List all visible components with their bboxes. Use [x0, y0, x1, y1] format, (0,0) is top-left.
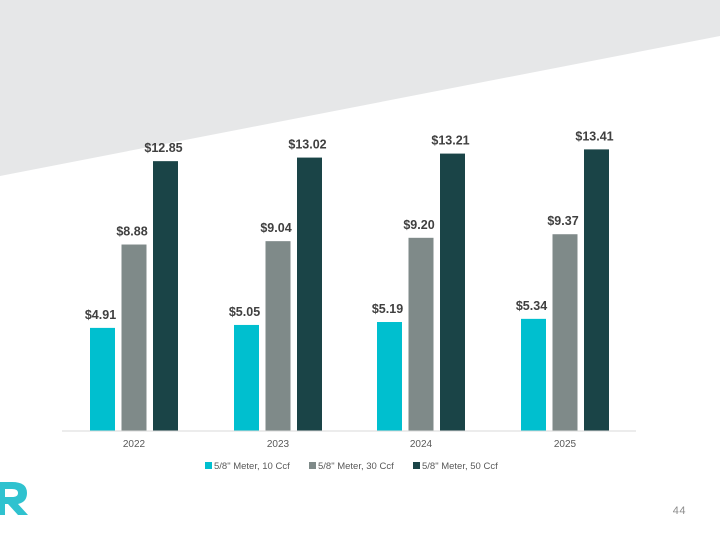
legend-swatch-series-3 — [413, 462, 420, 469]
chart-legend: 5/8" Meter, 10 Ccf 5/8" Meter, 30 Ccf 5/8"… — [205, 461, 498, 472]
company-logo-icon — [0, 482, 28, 515]
page-number: 44 — [672, 505, 686, 517]
logo-r-shape — [0, 482, 28, 515]
data-label-2025-series-1: $5.34 — [516, 299, 547, 313]
banner-shape — [0, 0, 720, 176]
data-label-2022-series-2: $8.88 — [116, 225, 147, 239]
data-label-2023-series-1: $5.05 — [229, 305, 260, 319]
legend-label-series-3: 5/8" Meter, 50 Ccf — [422, 461, 498, 472]
data-label-2022-series-3: $12.85 — [144, 141, 182, 155]
bar-2025-series-1 — [521, 318, 546, 431]
legend-label-series-1: 5/8" Meter, 10 Ccf — [214, 461, 290, 472]
data-label-2024-series-2: $9.20 — [403, 218, 434, 232]
bar-2022-series-1 — [90, 327, 115, 431]
bar-2025-series-3 — [584, 149, 609, 431]
bar-2024-series-3 — [440, 153, 465, 431]
legend-label-series-2: 5/8" Meter, 30 Ccf — [318, 461, 394, 472]
bars-group — [90, 149, 609, 431]
x-tick-label-2024: 2024 — [410, 439, 433, 450]
bar-2023-series-3 — [297, 157, 322, 431]
data-labels-group: $4.91 $8.88 $12.85 $5.05 $9.04 $13.02 $5.19 $9.… — [85, 129, 614, 322]
x-tick-label-2023: 2023 — [267, 439, 290, 450]
data-label-2023-series-3: $13.02 — [288, 138, 326, 152]
header-banner — [0, 0, 720, 176]
data-label-2024-series-1: $5.19 — [372, 302, 403, 316]
bar-2022-series-3 — [153, 161, 178, 431]
bar-2023-series-1 — [234, 324, 259, 431]
bar-2024-series-2 — [408, 237, 434, 431]
bar-2022-series-2 — [121, 244, 147, 431]
x-tick-label-2025: 2025 — [554, 439, 577, 450]
data-label-2024-series-3: $13.21 — [431, 134, 469, 148]
bar-2024-series-1 — [377, 322, 402, 431]
x-tick-label-2022: 2022 — [123, 439, 146, 450]
x-tick-labels-group: 2022 2023 2024 2025 — [123, 439, 577, 450]
bar-2023-series-2 — [265, 241, 291, 431]
data-label-2025-series-2: $9.37 — [547, 214, 578, 228]
data-label-2025-series-3: $13.41 — [575, 129, 613, 143]
legend-swatch-series-2 — [309, 462, 316, 469]
data-label-2022-series-1: $4.91 — [85, 308, 116, 322]
data-label-2023-series-2: $9.04 — [260, 221, 291, 235]
legend-swatch-series-1 — [205, 462, 212, 469]
bar-2025-series-2 — [552, 234, 578, 431]
